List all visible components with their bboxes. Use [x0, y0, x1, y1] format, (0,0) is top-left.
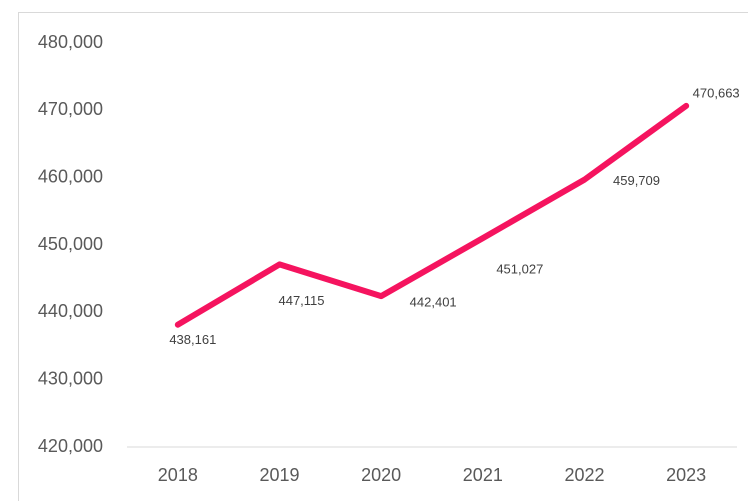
y-tick-label: 440,000 — [38, 301, 103, 321]
y-tick-label: 430,000 — [38, 368, 103, 388]
x-tick-label: 2019 — [259, 465, 299, 485]
data-label: 451,027 — [496, 262, 543, 277]
x-tick-label: 2020 — [361, 465, 401, 485]
data-label: 470,663 — [693, 85, 740, 100]
series-line — [174, 102, 690, 328]
data-label: 459,709 — [613, 173, 660, 188]
y-tick-label: 450,000 — [38, 234, 103, 254]
data-label: 442,401 — [410, 295, 457, 310]
data-label: 447,115 — [278, 293, 324, 308]
x-tick-label: 2021 — [463, 465, 503, 485]
y-tick-label: 470,000 — [38, 99, 103, 119]
y-tick-label: 480,000 — [38, 32, 103, 52]
x-tick-label: 2023 — [666, 465, 706, 485]
y-tick-label: 420,000 — [38, 436, 103, 456]
x-tick-label: 2022 — [564, 465, 604, 485]
y-tick-label: 460,000 — [38, 166, 103, 186]
data-label: 438,161 — [169, 332, 216, 347]
chart-frame — [18, 12, 748, 501]
x-tick-label: 2018 — [158, 465, 198, 485]
